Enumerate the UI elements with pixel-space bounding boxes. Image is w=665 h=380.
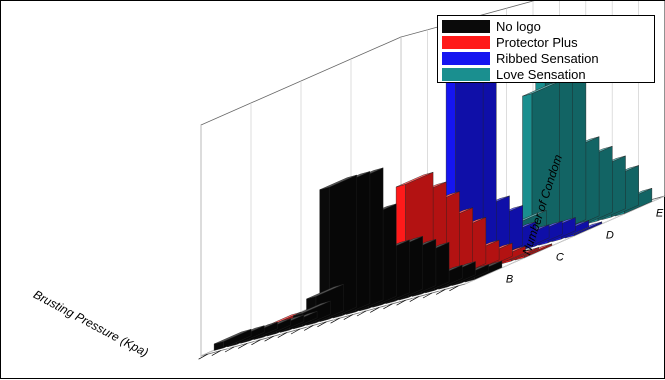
x-tick bbox=[238, 343, 248, 349]
x-tick bbox=[409, 296, 419, 302]
x-tick bbox=[356, 310, 367, 317]
bar bbox=[319, 174, 357, 323]
legend-label: Love Sensation bbox=[496, 66, 586, 82]
x-tick bbox=[198, 353, 208, 360]
legend-label: No logo bbox=[496, 18, 541, 34]
x-tick bbox=[449, 285, 459, 292]
bar-group bbox=[213, 17, 653, 351]
x-tick bbox=[343, 314, 353, 320]
x-tick bbox=[264, 335, 274, 342]
bar bbox=[522, 81, 560, 242]
depth-axis-labels: B C D E bbox=[506, 208, 664, 286]
depth-label: B bbox=[506, 274, 513, 286]
depth-label: D bbox=[606, 230, 614, 242]
x-tick bbox=[290, 328, 301, 335]
x-tick bbox=[422, 292, 433, 299]
legend-item: No logo bbox=[442, 18, 654, 34]
x-tick bbox=[330, 317, 340, 324]
x-axis-title: Brusting Pressure (Kpa) bbox=[31, 287, 151, 359]
x-tick bbox=[436, 289, 446, 295]
x-tick bbox=[251, 339, 261, 346]
x-axis-ticks bbox=[198, 285, 459, 360]
x-tick bbox=[224, 346, 235, 353]
legend-swatch bbox=[442, 35, 490, 49]
x-tick bbox=[211, 350, 221, 356]
legend-label: Protector Plus bbox=[496, 34, 578, 50]
legend-swatch bbox=[442, 67, 490, 81]
x-tick bbox=[383, 303, 393, 310]
depth-label: C bbox=[556, 252, 564, 264]
legend-item: Love Sensation bbox=[442, 66, 654, 82]
x-tick bbox=[277, 332, 287, 338]
legend-swatch bbox=[442, 51, 490, 65]
bar bbox=[213, 328, 252, 351]
depth-label: E bbox=[656, 208, 664, 220]
legend-label: Ribbed Sensation bbox=[496, 50, 599, 66]
legend-item: Protector Plus bbox=[442, 34, 654, 50]
x-tick bbox=[317, 321, 327, 328]
x-tick bbox=[304, 325, 314, 331]
x-tick bbox=[396, 299, 406, 306]
legend: No logo Protector Plus Ribbed Sensation … bbox=[437, 15, 655, 83]
legend-swatch bbox=[442, 19, 490, 33]
legend-item: Ribbed Sensation bbox=[442, 50, 654, 66]
x-tick bbox=[370, 307, 380, 313]
